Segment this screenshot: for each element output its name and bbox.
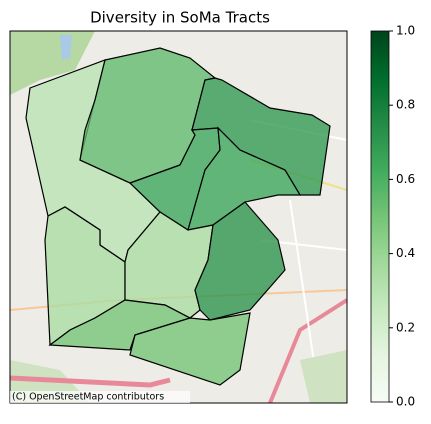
attribution-bg xyxy=(10,391,190,403)
tract xyxy=(129,312,251,386)
colorbar-tick-label: 1.0 xyxy=(396,24,415,38)
map-title: Diversity in SoMa Tracts xyxy=(90,9,270,27)
colorbar xyxy=(370,30,390,403)
attribution: (C) OpenStreetMap contributors xyxy=(12,392,164,403)
colorbar-tick-label: 0.8 xyxy=(396,98,415,112)
colorbar-tick-label: 0.0 xyxy=(396,395,415,409)
colorbar-tick-label: 0.4 xyxy=(396,246,415,260)
tract xyxy=(124,211,214,319)
colorbar-tick-label: 0.6 xyxy=(396,172,415,186)
tract xyxy=(48,299,192,351)
tract xyxy=(194,201,286,321)
colorbar-tick-label: 0.2 xyxy=(396,320,415,334)
